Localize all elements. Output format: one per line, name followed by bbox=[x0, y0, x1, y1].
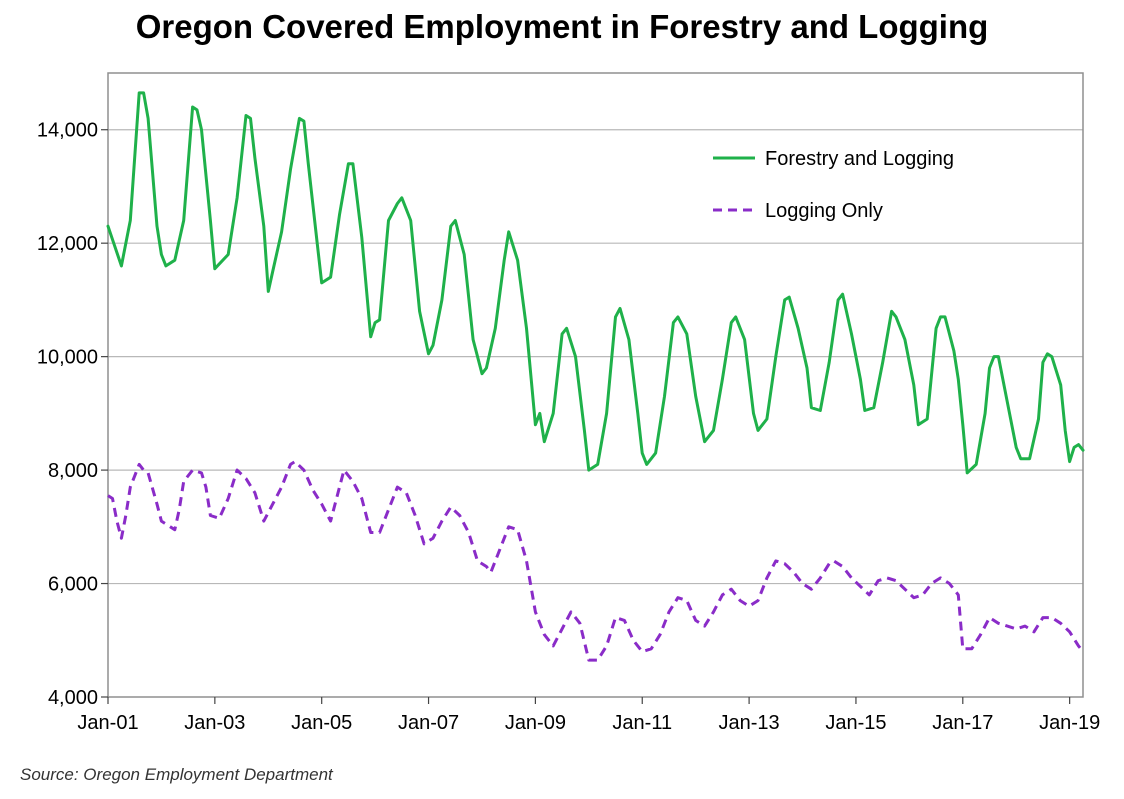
chart-title: Oregon Covered Employment in Forestry an… bbox=[135, 8, 989, 45]
legend-label-forestry-and-logging: Forestry and Logging bbox=[765, 148, 954, 170]
gridlines bbox=[108, 129, 1083, 585]
y-tick-label: 4,000 bbox=[48, 687, 98, 709]
series-forestry-and-logging-line bbox=[106, 91, 1085, 475]
x-tick-label: Jan-09 bbox=[505, 712, 566, 734]
y-tick-label: 8,000 bbox=[48, 460, 98, 482]
x-tick-label: Jan-07 bbox=[398, 712, 459, 734]
series-logging-only-line bbox=[107, 460, 1085, 662]
y-tick-label: 10,000 bbox=[37, 347, 98, 369]
plot-area-frame bbox=[107, 72, 1084, 698]
source-note: Source: Oregon Employment Department bbox=[20, 765, 333, 784]
legend: Forestry and Logging Logging Only bbox=[713, 148, 954, 222]
legend-label-logging-only: Logging Only bbox=[765, 200, 883, 222]
line-chart: 4,000 6,000 8,000 10,000 12,000 14,000 Jan-01 J… bbox=[37, 72, 1100, 734]
x-tick-label: Jan-15 bbox=[825, 712, 886, 734]
x-tick-label: Jan-13 bbox=[719, 712, 780, 734]
x-tick-label: Jan-11 bbox=[612, 712, 672, 734]
x-tick-label: Jan-17 bbox=[932, 712, 993, 734]
y-tick-label: 12,000 bbox=[37, 233, 98, 255]
axes: 4,000 6,000 8,000 10,000 12,000 14,000 Jan-01 J… bbox=[37, 120, 1100, 734]
y-tick-label: 6,000 bbox=[48, 574, 98, 596]
x-tick-label: Jan-19 bbox=[1039, 712, 1100, 734]
series-lines bbox=[106, 91, 1085, 662]
x-tick-label: Jan-01 bbox=[77, 712, 138, 734]
x-tick-label: Jan-03 bbox=[184, 712, 245, 734]
x-tick-label: Jan-05 bbox=[291, 712, 352, 734]
y-tick-label: 14,000 bbox=[37, 120, 98, 142]
